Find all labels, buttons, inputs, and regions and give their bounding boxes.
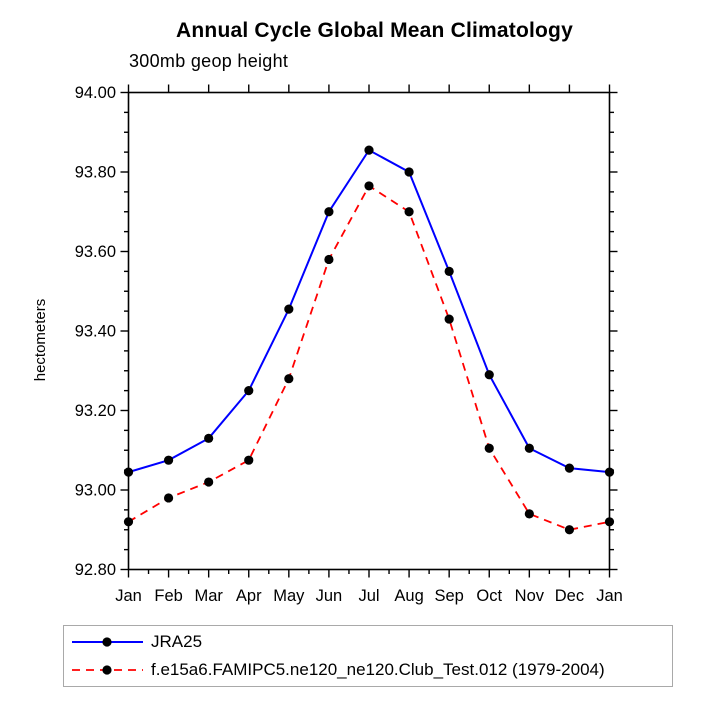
data-point-marker (123, 517, 134, 527)
plot-area: Jan Feb Mar Apr May Jun Jul Aug Sep Oct Nov Dec Jan 9… (32, 84, 623, 605)
x-tick-label: Dec (555, 587, 584, 605)
data-point-marker (524, 509, 534, 519)
y-tick-label: 94.00 (75, 84, 116, 102)
x-axis: Jan Feb Mar Apr May Jun Jul Aug Sep Oct Nov Dec Jan (115, 84, 623, 605)
data-point-marker (564, 463, 575, 473)
legend-label-jra25: JRA25 (151, 631, 203, 651)
data-point-marker (364, 181, 374, 191)
legend-line-swatch-model (72, 665, 143, 675)
x-tick-label: Jun (316, 587, 343, 605)
y-tick-label: 93.80 (75, 164, 116, 182)
data-point-marker (244, 386, 254, 396)
data-point-marker (284, 304, 294, 314)
x-tick-label: Jan (115, 587, 142, 605)
x-tick-label: Sep (434, 587, 463, 605)
data-point-marker (324, 254, 334, 265)
data-point-marker (404, 207, 414, 217)
legend: JRA25 f.e15a6.FAMIPC5.ne120_ne120.Club_T… (63, 625, 673, 687)
data-point-marker (604, 467, 615, 477)
data-point-marker (204, 477, 214, 487)
y-tick-label: 93.20 (75, 402, 116, 420)
y-tick-label: 92.80 (75, 561, 116, 579)
x-tick-label: Apr (236, 587, 262, 605)
series-line-0 (128, 148, 610, 474)
data-point-marker (444, 314, 454, 324)
y-tick-label: 93.40 (75, 323, 116, 341)
legend-line-swatch-jra25 (72, 637, 143, 647)
legend-item-model: f.e15a6.FAMIPC5.ne120_ne120.Club_Test.01… (64, 657, 672, 683)
data-point-marker (484, 443, 494, 453)
data-point-marker (284, 374, 294, 384)
series-1 (123, 181, 615, 535)
data-point-marker (204, 433, 214, 443)
data-point-marker (444, 266, 454, 276)
x-tick-label: Jul (358, 587, 379, 605)
x-tick-label: Feb (154, 587, 182, 605)
legend-label-model: f.e15a6.FAMIPC5.ne120_ne120.Club_Test.01… (151, 660, 605, 680)
y-tick-label: 93.60 (75, 243, 116, 261)
plot-frame (127, 91, 611, 571)
legend-item-jra25: JRA25 (64, 629, 672, 655)
data-point-marker (404, 167, 414, 177)
data-point-marker (324, 207, 334, 217)
data-point-marker (364, 145, 374, 155)
y-axis-title: hectometers (32, 299, 49, 382)
x-tick-label: Mar (194, 587, 223, 605)
data-point-marker (524, 443, 534, 453)
y-tick-label: 93.00 (75, 482, 116, 500)
series-line-1 (128, 184, 610, 531)
data-point-marker (244, 455, 254, 465)
data-point-marker (163, 455, 174, 465)
x-tick-label: Oct (476, 587, 502, 605)
data-point-marker (564, 525, 575, 535)
y-axis-title-group: hectometers (32, 299, 49, 382)
x-tick-label: Nov (515, 587, 545, 605)
x-tick-label: Aug (394, 587, 423, 605)
data-point-marker (163, 493, 174, 503)
data-point-marker (604, 517, 615, 527)
x-tick-label: Jan (596, 587, 623, 605)
chart-title: Annual Cycle Global Mean Climatology (176, 19, 573, 42)
x-tick-label: May (273, 587, 305, 605)
data-point-marker (484, 370, 494, 380)
data-point-marker (123, 467, 134, 477)
chart-subtitle: 300mb geop height (129, 51, 289, 71)
series-0 (123, 145, 615, 477)
